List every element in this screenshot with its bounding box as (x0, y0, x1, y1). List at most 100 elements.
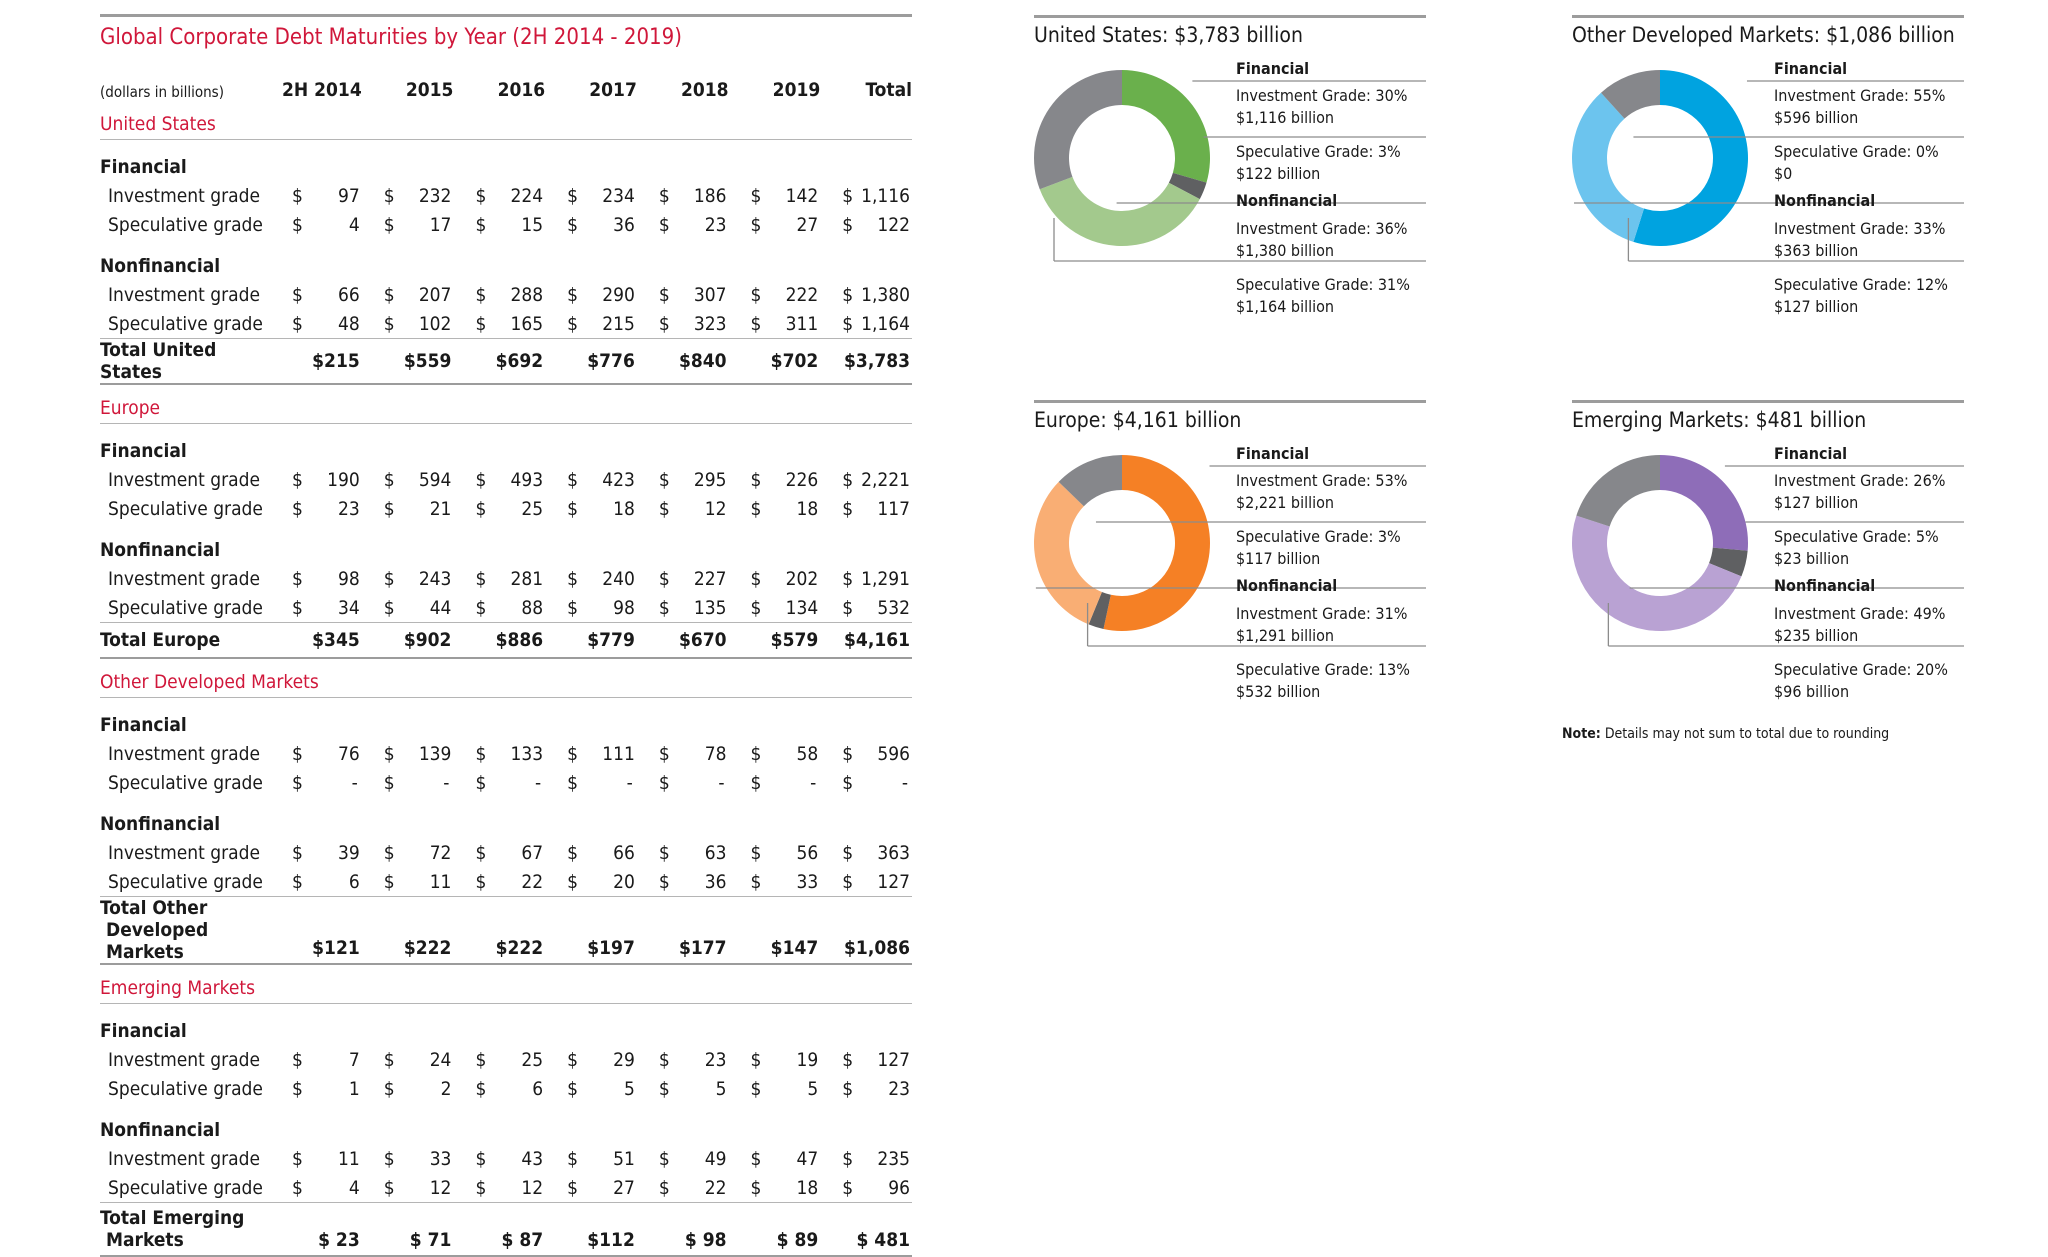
cell-value: 215 (602, 312, 635, 335)
cell-value: 97 (337, 184, 360, 207)
donut-chart (1572, 70, 1964, 262)
table-cell: $226 (729, 465, 821, 494)
total-cell: $4,161 (820, 622, 912, 659)
donut-slice (1122, 70, 1210, 183)
slice-label: Investment Grade: 53% $2,221 billion (1236, 470, 1407, 514)
total-value: $112 (587, 1229, 635, 1251)
cell-value: 127 (877, 1048, 910, 1071)
currency-symbol: $ (292, 283, 303, 306)
slice-label: Speculative Grade: 3% $117 billion (1236, 526, 1401, 570)
cell-value: 6 (348, 870, 360, 893)
cell-value: 17 (429, 213, 452, 236)
table-row: Speculative grade $ - $ - $ - $ - $ - $ - $ - (100, 768, 912, 797)
slice-amount: $1,291 billion (1236, 626, 1334, 645)
currency-symbol: $ (658, 1147, 670, 1170)
region-name: Europe (100, 384, 912, 424)
currency-symbol: $ (383, 283, 395, 306)
slice-amount: $596 billion (1774, 108, 1859, 127)
group-header-row: Nonfinancial (100, 1103, 912, 1144)
currency-symbol: $ (658, 1077, 670, 1100)
table-cell: $1,164 (820, 309, 912, 339)
cell-value: 2 (440, 1077, 452, 1100)
cell-value: 133 (510, 742, 544, 765)
slice-label-text: Investment Grade: 55% (1774, 86, 1946, 105)
donut-slice (1103, 455, 1210, 631)
table-cell: $25 (453, 1045, 545, 1074)
table-cell: $1,116 (820, 181, 912, 210)
currency-symbol: $ (842, 841, 854, 864)
table-cell: $58 (729, 739, 821, 768)
table-cell: $111 (545, 739, 637, 768)
donut-panel-united-states: United States: $3,783 billion Financial No… (1034, 15, 1426, 345)
cell-value: 39 (337, 841, 360, 864)
currency-symbol: $ (842, 771, 854, 794)
cell-value: 48 (337, 312, 360, 335)
total-label-line: Markets (106, 1229, 184, 1251)
total-value: $ 71 (409, 1229, 452, 1251)
currency-symbol: $ (750, 742, 762, 765)
donut-title: Europe: $4,161 billion (1034, 400, 1426, 432)
group-header-row: Nonfinancial (100, 523, 912, 564)
cell-value: 202 (785, 567, 819, 590)
total-label-line: Total Europe (100, 629, 221, 651)
currency-symbol: $ (567, 468, 579, 491)
currency-symbol: $ (292, 567, 303, 590)
row-label: Speculative grade (108, 1176, 263, 1199)
cell-value: 222 (785, 283, 819, 306)
region-header-row: Europe (100, 384, 912, 424)
currency-symbol: $ (842, 497, 854, 520)
cell-value: 43 (521, 1147, 544, 1170)
currency-symbol: $ (658, 1048, 670, 1071)
cell-value: 12 (704, 497, 727, 520)
table-cell: $ - (729, 768, 821, 797)
total-cell: $ 87 (453, 1202, 546, 1257)
cell-value: 234 (602, 184, 635, 207)
table-cell: $281 (453, 564, 545, 593)
currency-symbol: $ (750, 596, 762, 619)
table-cell: $288 (453, 280, 545, 309)
table-cell: $243 (362, 564, 454, 593)
currency-symbol: $ (475, 567, 487, 590)
cell-value: 227 (693, 567, 727, 590)
table-cell: $295 (637, 465, 729, 494)
total-cell: $345 (270, 622, 362, 659)
currency-symbol: $ (475, 1147, 487, 1170)
cell-value: 423 (602, 468, 635, 491)
cell-value: 243 (418, 567, 452, 590)
currency-symbol: $ (383, 771, 395, 794)
region-header-row: United States (100, 101, 912, 140)
table-cell: $23 (637, 1045, 729, 1074)
currency-symbol: $ (383, 184, 395, 207)
cell-value: 224 (510, 184, 544, 207)
table-cell: $307 (637, 280, 729, 309)
group-header-row: Financial (100, 1004, 912, 1046)
currency-symbol: $ (567, 841, 579, 864)
cell-value: 165 (510, 312, 544, 335)
currency-symbol: $ (842, 283, 854, 306)
cell-value: 190 (327, 468, 360, 491)
cell-value: 66 (613, 841, 635, 864)
footnote-text: Details may not sum to total due to roun… (1604, 726, 1890, 742)
donut-slice (1572, 92, 1645, 242)
currency-symbol: $ (567, 312, 579, 335)
cell-value: 134 (785, 596, 819, 619)
currency-symbol: $ (658, 497, 670, 520)
donut-slice (1168, 172, 1207, 200)
slice-label-text: Speculative Grade: 20% (1774, 660, 1948, 679)
currency-symbol: $ (383, 742, 395, 765)
cell-value: 51 (613, 1147, 635, 1170)
slice-label: Investment Grade: 31% $1,291 billion (1236, 603, 1407, 647)
nonfinancial-header: Nonfinancial (1236, 576, 1338, 595)
currency-symbol: $ (750, 771, 762, 794)
slice-label: Investment Grade: 30% $1,116 billion (1236, 85, 1407, 129)
cell-value: - (351, 771, 358, 794)
total-value: $692 (495, 350, 544, 372)
slice-label: Investment Grade: 49% $235 billion (1774, 603, 1945, 647)
table-cell: $235 (820, 1144, 912, 1173)
table-cell: $ - (637, 768, 729, 797)
column-header: 2H 2014 (282, 79, 362, 101)
table-cell: $18 (729, 1173, 821, 1203)
row-label: Investment grade (108, 1147, 260, 1170)
currency-symbol: $ (292, 497, 303, 520)
cell-value: 139 (418, 742, 452, 765)
